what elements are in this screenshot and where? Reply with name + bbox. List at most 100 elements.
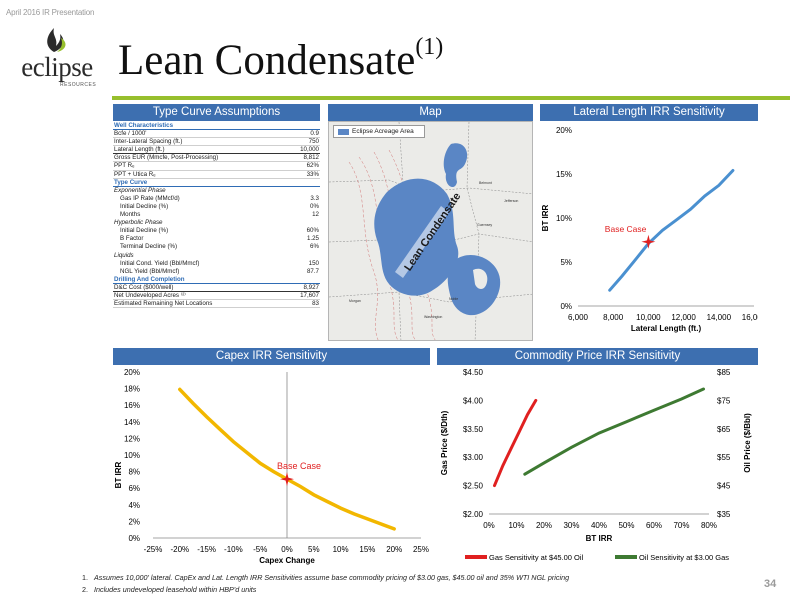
type-curve-row: Inter-Lateral Spacing (ft.) 750: [113, 138, 320, 147]
type-curve-value: 60%: [306, 227, 319, 235]
x-tick-label: 15%: [359, 545, 375, 554]
type-curve-row: Type Curve: [113, 179, 320, 187]
type-curve-row: Months 12: [113, 211, 320, 219]
type-curve-row: PPT Rₑ 62%: [113, 162, 320, 171]
type-curve-label: Bcfe / 1000': [114, 130, 147, 138]
y-tick-label: 20%: [124, 368, 140, 377]
x-tick-label: -20%: [170, 545, 189, 554]
type-curve-label: Terminal Decline (%): [120, 243, 178, 251]
commodity-header: Commodity Price IRR Sensitivity: [437, 348, 758, 365]
type-curve-value: 83: [312, 300, 319, 308]
type-curve-label: Months: [120, 211, 141, 219]
type-curve-value: 0.9: [310, 130, 319, 138]
type-curve-value: 150: [308, 259, 319, 267]
y-tick-label: 10%: [124, 451, 140, 460]
footnotes: 1. Assumes 10,000' lateral. CapEx and Lat…: [82, 572, 569, 596]
type-curve-header: Type Curve Assumptions: [113, 104, 320, 121]
type-curve-label: Drilling And Completion: [114, 275, 185, 283]
x-axis-label: Lateral Length (ft.): [631, 324, 702, 333]
type-curve-label: Estimated Remaining Net Locations: [114, 300, 213, 308]
y-tick-label: 0%: [128, 534, 140, 543]
y-tick-label: $3.00: [463, 453, 484, 462]
x-tick-label: 10,000: [636, 313, 661, 322]
x-tick-label: 40%: [591, 521, 607, 530]
x-tick-label: 30%: [563, 521, 579, 530]
x-tick-label: -5%: [253, 545, 267, 554]
x-tick-label: -10%: [224, 545, 243, 554]
page-title: Lean Condensate(1): [118, 34, 444, 84]
type-curve-row: B Factor 1.25: [113, 235, 320, 243]
type-curve-table: Well Characteristics Bcfe / 1000' 0.9 Inter…: [113, 122, 320, 309]
x-tick-label: 10%: [333, 545, 349, 554]
map-graphic: Belmont Guernsey Noble Morgan Jefferson …: [329, 122, 532, 340]
capex-chart: 0% 2% 4% 6% 8% 10% 12% 14% 16% 18% 20% -25% -20% -15%…: [114, 368, 429, 565]
type-curve-label: PPT + Utica Rₑ: [114, 170, 156, 178]
type-curve-label: Inter-Lateral Spacing (ft.): [114, 138, 183, 146]
type-curve-row: Gas IP Rate (MMcf/d) 3.3: [113, 195, 320, 203]
x-tick-label: 60%: [646, 521, 662, 530]
type-curve-label: Hyperbolic Phase: [114, 219, 163, 227]
type-curve-value: 3.3: [310, 194, 319, 202]
base-case-label: Base Case: [277, 461, 321, 471]
y-axis-label: BT IRR: [541, 204, 550, 231]
y-tick-label: $2.00: [463, 510, 484, 519]
type-curve-row: Net Undeveloped Acres ⁽²⁾ 17,607: [113, 291, 320, 301]
y2-tick-label: $65: [717, 425, 731, 434]
type-curve-label: Lateral Length (ft.): [114, 146, 165, 154]
y-tick-label: $2.50: [463, 482, 484, 491]
x-tick-label: 20%: [536, 521, 552, 530]
y2-tick-label: $35: [717, 510, 731, 519]
x-tick-label: 0%: [483, 521, 495, 530]
type-curve-label: PPT Rₑ: [114, 162, 135, 170]
title-footnote-marker: (1): [415, 34, 444, 60]
type-curve-row: PPT + Utica Rₑ 33%: [113, 171, 320, 179]
type-curve-label: Well Characteristics: [114, 122, 174, 129]
svg-text:Belmont: Belmont: [479, 181, 492, 185]
x-tick-label: -25%: [144, 545, 163, 554]
x-tick-label: 14,000: [707, 313, 732, 322]
type-curve-row: Gross EUR (Mmcfe, Post-Processing) 8,812: [113, 154, 320, 163]
y-axis-label: BT IRR: [114, 461, 123, 488]
type-curve-row: Bcfe / 1000' 0.9: [113, 130, 320, 139]
type-curve-label: Gross EUR (Mmcfe, Post-Processing): [114, 154, 219, 162]
y2-tick-label: $55: [717, 453, 731, 462]
y-tick-label: 16%: [124, 401, 140, 410]
x-tick-label: 80%: [701, 521, 717, 530]
x-tick-label: 0%: [281, 545, 293, 554]
type-curve-row: NGL Yield (Bbl/Mmcf) 87.7: [113, 268, 320, 276]
type-curve-value: 0%: [310, 202, 319, 210]
x-tick-label: 8,000: [603, 313, 624, 322]
x-tick-label: 50%: [618, 521, 634, 530]
map-legend-label: Eclipse Acreage Area: [352, 128, 414, 135]
svg-text:Jefferson: Jefferson: [504, 199, 518, 203]
type-curve-label: Initial Cond. Yield (Bbl/Mmcf): [120, 259, 200, 267]
x-tick-label: 5%: [308, 545, 320, 554]
type-curve-row: Terminal Decline (%) 6%: [113, 243, 320, 251]
type-curve-label: Exponential Phase: [114, 186, 166, 194]
x-tick-label: 70%: [673, 521, 689, 530]
title-divider: [112, 96, 790, 100]
type-curve-row: Drilling And Completion: [113, 276, 320, 284]
x-tick-label: -15%: [197, 545, 216, 554]
x-axis-label: Capex Change: [259, 556, 315, 565]
logo-wordmark: eclipse: [21, 52, 93, 82]
lateral-header: Lateral Length IRR Sensitivity: [540, 104, 758, 121]
y-tick-label: 20%: [556, 126, 572, 135]
type-curve-row: Hyperbolic Phase: [113, 219, 320, 227]
capex-header: Capex IRR Sensitivity: [113, 348, 430, 365]
type-curve-row: Initial Cond. Yield (Bbl/Mmcf) 150: [113, 260, 320, 268]
svg-text:Washington: Washington: [424, 315, 442, 319]
legend-label: Gas Sensitivity at $45.00 Oil: [489, 553, 584, 562]
y-tick-label: 0%: [560, 302, 572, 311]
svg-text:Noble: Noble: [449, 297, 458, 301]
type-curve-row: Exponential Phase: [113, 187, 320, 195]
type-curve-label: Net Undeveloped Acres ⁽²⁾: [114, 291, 186, 299]
y-tick-label: $3.50: [463, 425, 484, 434]
flame-icon: [47, 28, 66, 52]
acreage-area-shape: [374, 178, 459, 296]
y-tick-label: 2%: [128, 517, 140, 526]
y-axis-label: Gas Price ($/Dth): [440, 410, 449, 475]
map-legend: Eclipse Acreage Area: [333, 125, 425, 138]
y-tick-label: 6%: [128, 484, 140, 493]
type-curve-value: 1.25: [306, 235, 319, 243]
